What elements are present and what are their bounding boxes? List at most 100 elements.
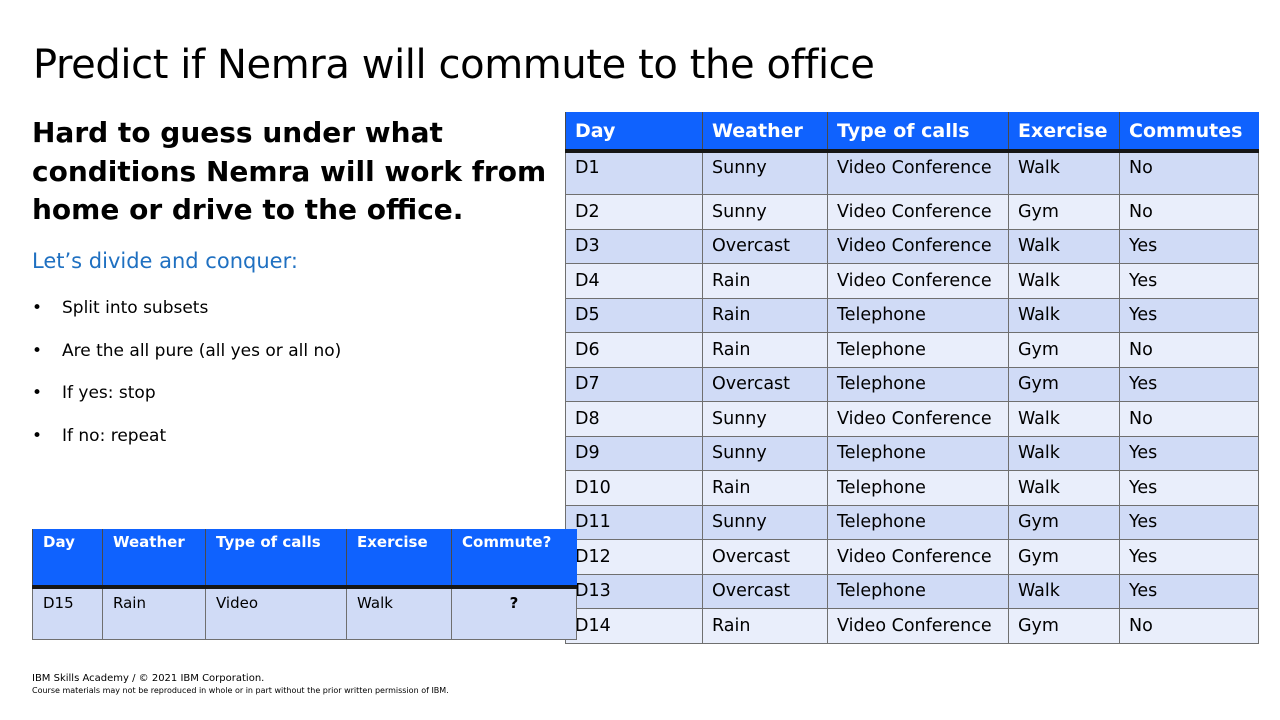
query-cell-exercise: Walk [346,586,452,640]
slide-title: Predict if Nemra will commute to the off… [33,42,875,88]
cell-exercise: Walk [1008,435,1120,471]
divide-conquer-heading: Let’s divide and conquer: [32,249,298,273]
cell-commutes: No [1119,332,1259,368]
table-row: D13 Overcast Telephone Walk Yes [565,573,1259,609]
cell-commutes: Yes [1119,297,1259,333]
query-cell-commute: ? [451,586,577,640]
table-header-row: Day Weather Type of calls Exercise Commu… [565,112,1259,153]
query-header-exercise: Exercise [346,529,452,589]
cell-exercise: Walk [1008,401,1120,437]
cell-weather: Sunny [702,504,828,540]
table-row: D2 Sunny Video Conference Gym No [565,194,1259,230]
cell-commutes: Yes [1119,263,1259,299]
header-commutes: Commutes [1119,112,1259,153]
query-header-type-of-calls: Type of calls [205,529,347,589]
cell-exercise: Gym [1008,332,1120,368]
permission-notice: Course materials may not be reproduced i… [32,686,449,695]
cell-commutes: No [1119,401,1259,437]
cell-type-of-calls: Video Conference [827,401,1009,437]
cell-commutes: Yes [1119,573,1259,609]
cell-type-of-calls: Telephone [827,297,1009,333]
cell-commutes: No [1119,194,1259,230]
cell-exercise: Walk [1008,228,1120,264]
cell-type-of-calls: Video Conference [827,228,1009,264]
cell-exercise: Walk [1008,150,1120,195]
cell-day: D12 [565,539,703,575]
cell-weather: Rain [702,608,828,644]
cell-exercise: Gym [1008,608,1120,644]
cell-day: D14 [565,608,703,644]
table-row: D5 Rain Telephone Walk Yes [565,297,1259,333]
cell-day: D4 [565,263,703,299]
cell-exercise: Walk [1008,573,1120,609]
table-row: D9 Sunny Telephone Walk Yes [565,435,1259,471]
cell-weather: Overcast [702,228,828,264]
cell-weather: Rain [702,263,828,299]
list-item: If yes: stop [32,382,341,425]
cell-type-of-calls: Video Conference [827,539,1009,575]
table-row: D12 Overcast Video Conference Gym Yes [565,539,1259,575]
query-header-weather: Weather [102,529,206,589]
cell-commutes: Yes [1119,228,1259,264]
cell-commutes: Yes [1119,539,1259,575]
cell-type-of-calls: Telephone [827,504,1009,540]
cell-type-of-calls: Telephone [827,332,1009,368]
cell-commutes: Yes [1119,470,1259,506]
cell-exercise: Gym [1008,539,1120,575]
subheading: Hard to guess under what conditions Nemr… [32,116,547,226]
copyright-line: IBM Skills Academy / © 2021 IBM Corporat… [32,673,265,684]
cell-weather: Overcast [702,366,828,402]
cell-day: D8 [565,401,703,437]
query-table: Day Weather Type of calls Exercise Commu… [32,529,577,640]
cell-commutes: No [1119,150,1259,195]
cell-weather: Overcast [702,573,828,609]
list-item: Split into subsets [32,297,341,340]
cell-exercise: Walk [1008,470,1120,506]
cell-weather: Sunny [702,194,828,230]
cell-commutes: Yes [1119,366,1259,402]
query-row: D15 Rain Video Walk ? [32,586,577,640]
cell-type-of-calls: Video Conference [827,194,1009,230]
table-row: D10 Rain Telephone Walk Yes [565,470,1259,506]
cell-weather: Rain [702,297,828,333]
cell-type-of-calls: Telephone [827,366,1009,402]
cell-type-of-calls: Telephone [827,573,1009,609]
list-item: If no: repeat [32,425,341,468]
table-row: D3 Overcast Video Conference Walk Yes [565,228,1259,264]
cell-exercise: Walk [1008,263,1120,299]
header-type-of-calls: Type of calls [827,112,1009,153]
query-cell-day: D15 [32,586,103,640]
cell-weather: Sunny [702,401,828,437]
cell-commutes: Yes [1119,504,1259,540]
cell-weather: Rain [702,470,828,506]
header-weather: Weather [702,112,828,153]
table-body: D1 Sunny Video Conference Walk No D2 Sunny Vide… [565,150,1259,644]
cell-day: D9 [565,435,703,471]
table-row: D11 Sunny Telephone Gym Yes [565,504,1259,540]
query-cell-weather: Rain [102,586,206,640]
cell-type-of-calls: Telephone [827,435,1009,471]
query-header-commute: Commute? [451,529,577,589]
query-header-row: Day Weather Type of calls Exercise Commu… [32,529,577,589]
cell-exercise: Gym [1008,366,1120,402]
cell-weather: Sunny [702,150,828,195]
cell-exercise: Walk [1008,297,1120,333]
cell-exercise: Gym [1008,194,1120,230]
cell-type-of-calls: Telephone [827,470,1009,506]
cell-day: D13 [565,573,703,609]
cell-day: D10 [565,470,703,506]
cell-type-of-calls: Video Conference [827,150,1009,195]
cell-weather: Overcast [702,539,828,575]
cell-day: D2 [565,194,703,230]
query-header-day: Day [32,529,103,589]
table-row: D1 Sunny Video Conference Walk No [565,150,1259,195]
cell-day: D3 [565,228,703,264]
cell-commutes: No [1119,608,1259,644]
cell-type-of-calls: Video Conference [827,608,1009,644]
cell-day: D5 [565,297,703,333]
table-row: D6 Rain Telephone Gym No [565,332,1259,368]
cell-day: D1 [565,150,703,195]
cell-commutes: Yes [1119,435,1259,471]
cell-exercise: Gym [1008,504,1120,540]
header-exercise: Exercise [1008,112,1120,153]
